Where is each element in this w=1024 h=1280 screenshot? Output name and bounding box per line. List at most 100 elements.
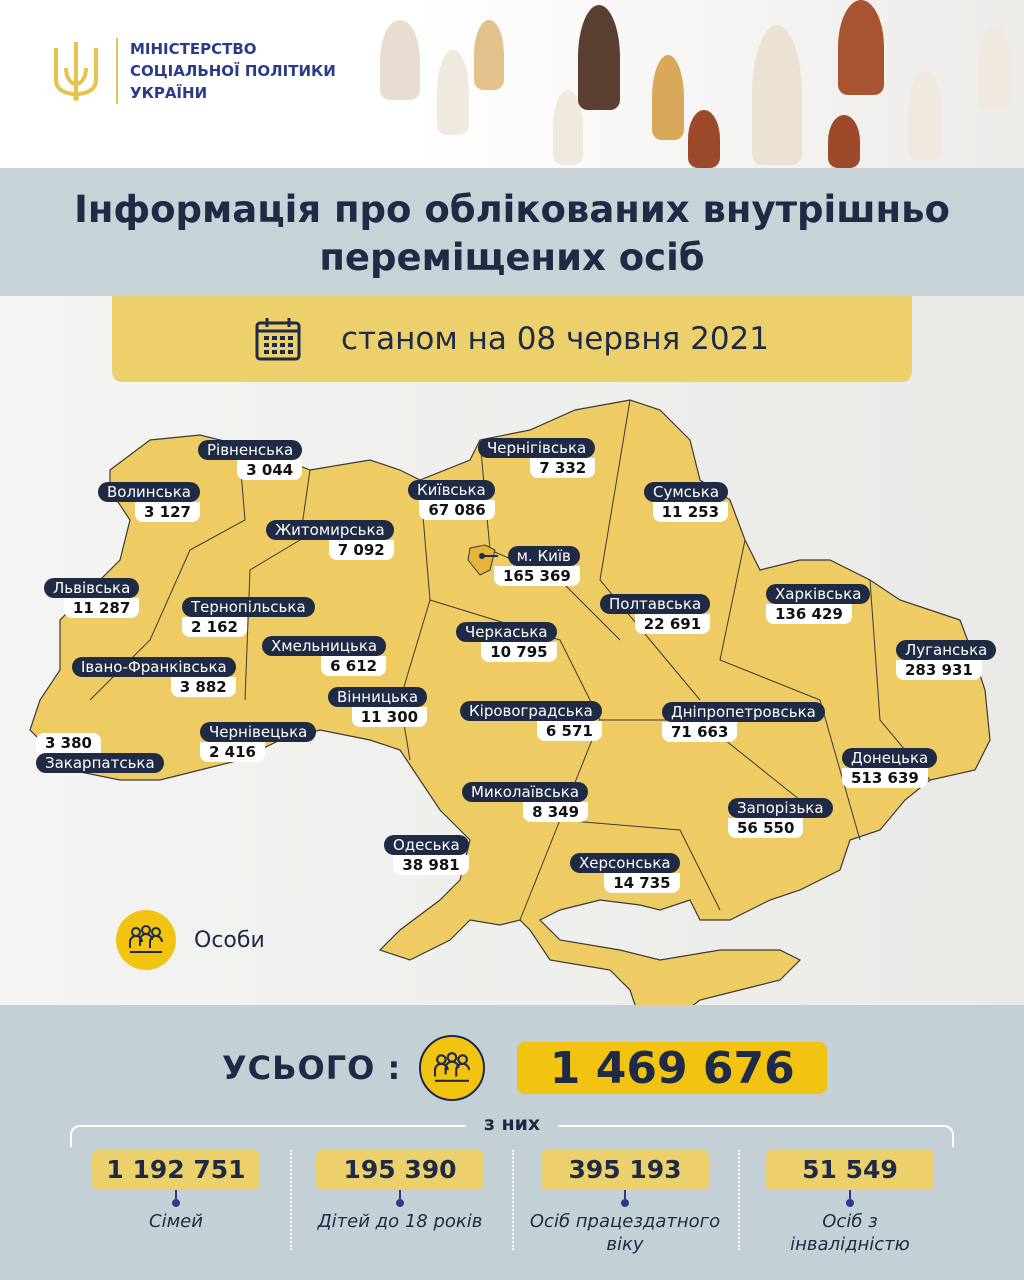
region-name: Черкаська bbox=[456, 622, 557, 642]
total-row: УСЬОГО : 1 469 676 bbox=[222, 1035, 828, 1101]
region-label: м. Київ 165 369 bbox=[494, 546, 580, 586]
region-value: 165 369 bbox=[494, 566, 580, 586]
stat-value: 395 193 bbox=[541, 1150, 709, 1190]
region-label: Вінницька 11 300 bbox=[328, 687, 428, 727]
region-name: Рівненська bbox=[198, 440, 303, 460]
region-value: 6 612 bbox=[321, 656, 387, 676]
region-label: Донецька 513 639 bbox=[842, 748, 938, 788]
region-label: Тернопільська 2 162 bbox=[182, 597, 315, 637]
region-name: Кіровоградська bbox=[460, 701, 602, 721]
region-name: Тернопільська bbox=[182, 597, 315, 617]
region-name: Полтавська bbox=[600, 594, 711, 614]
date-text: станом на 08 червня 2021 bbox=[341, 321, 769, 357]
stat-disability: 51 549 Осіб з інвалідністю bbox=[766, 1150, 934, 1256]
region-label: Луганська 283 931 bbox=[896, 640, 997, 680]
legend-label: Особи bbox=[194, 927, 265, 953]
region-name: Житомирська bbox=[266, 520, 394, 540]
stat-caption: Сімей bbox=[149, 1211, 203, 1232]
region-label: Рівненська 3 044 bbox=[198, 440, 303, 480]
kyiv-city-shape bbox=[467, 544, 496, 576]
region-value: 3 127 bbox=[134, 502, 200, 522]
region-value: 10 795 bbox=[481, 642, 557, 662]
region-label: Івано-Франківська 3 882 bbox=[72, 657, 236, 697]
region-label: Київська 67 086 bbox=[408, 480, 495, 520]
region-name: Херсонська bbox=[570, 853, 680, 873]
region-value: 136 429 bbox=[766, 604, 852, 624]
stat-children: 195 390 Дітей до 18 років bbox=[316, 1150, 484, 1233]
region-value: 67 086 bbox=[419, 500, 495, 520]
stat-caption: Дітей до 18 років bbox=[317, 1211, 483, 1232]
page-title-line2: переміщених осіб bbox=[319, 236, 705, 279]
region-label: Львівська 11 287 bbox=[44, 578, 140, 618]
region-name: Запорізька bbox=[728, 798, 833, 818]
region-name: Волинська bbox=[98, 482, 200, 502]
region-value: 56 550 bbox=[728, 818, 804, 838]
ministry-name-line: УКРАЇНИ bbox=[130, 84, 208, 102]
region-label: Житомирська 7 092 bbox=[266, 520, 394, 560]
total-value: 1 469 676 bbox=[517, 1042, 828, 1094]
header-banner: МІНІСТЕРСТВО СОЦІАЛЬНОЇ ПОЛІТИКИ УКРАЇНИ bbox=[0, 0, 1024, 168]
region-label: Миколаївська 8 349 bbox=[462, 782, 589, 822]
of-them-label: з них bbox=[466, 1113, 558, 1135]
region-name: Чернігівська bbox=[478, 438, 596, 458]
region-value: 283 931 bbox=[896, 660, 982, 680]
region-value: 8 349 bbox=[523, 802, 589, 822]
region-value: 11 253 bbox=[652, 502, 729, 522]
total-label: УСЬОГО : bbox=[222, 1049, 402, 1087]
region-name: Київська bbox=[408, 480, 495, 500]
region-value: 11 287 bbox=[63, 598, 140, 618]
region-value: 71 663 bbox=[662, 722, 738, 742]
calendar-icon bbox=[255, 318, 301, 361]
region-name: Дніпропетровська bbox=[662, 702, 825, 722]
date-band: станом на 08 червня 2021 bbox=[112, 296, 912, 382]
region-name: м. Київ bbox=[507, 546, 580, 566]
ministry-logo: МІНІСТЕРСТВО СОЦІАЛЬНОЇ ПОЛІТИКИ УКРАЇНИ bbox=[50, 38, 336, 104]
region-label: Хмельницька 6 612 bbox=[262, 636, 387, 676]
region-name: Чернівецька bbox=[200, 722, 317, 742]
region-value: 6 571 bbox=[536, 721, 602, 741]
region-label: Чернівецька 2 416 bbox=[200, 722, 317, 762]
people-group-icon bbox=[419, 1035, 486, 1101]
stat-working-age: 395 193 Осіб працездатного віку bbox=[530, 1150, 720, 1256]
region-name: Івано-Франківська bbox=[72, 657, 236, 677]
region-label: Кіровоградська 6 571 bbox=[460, 701, 602, 741]
region-value: 22 691 bbox=[634, 614, 711, 634]
region-label: Харківська 136 429 bbox=[766, 584, 871, 624]
region-name: Сумська bbox=[644, 482, 729, 502]
stat-value: 51 549 bbox=[766, 1150, 934, 1190]
region-label: Волинська 3 127 bbox=[98, 482, 200, 522]
ministry-name-line: МІНІСТЕРСТВО bbox=[130, 40, 257, 58]
region-label: Сумська 11 253 bbox=[644, 482, 729, 522]
trident-icon bbox=[54, 42, 98, 101]
region-value: 7 092 bbox=[328, 540, 394, 560]
region-value: 2 162 bbox=[182, 617, 247, 637]
region-value: 11 300 bbox=[351, 707, 428, 727]
region-label: Херсонська 14 735 bbox=[570, 853, 680, 893]
ministry-name-line: СОЦІАЛЬНОЇ ПОЛІТИКИ bbox=[130, 62, 336, 80]
stat-families: 1 192 751 Сімей bbox=[92, 1150, 260, 1233]
region-label: Одеська 38 981 bbox=[384, 835, 469, 875]
region-name: Хмельницька bbox=[262, 636, 387, 656]
region-value: 3 882 bbox=[170, 677, 236, 697]
region-label: Запорізька 56 550 bbox=[728, 798, 833, 838]
region-label: Полтавська 22 691 bbox=[600, 594, 711, 634]
region-value: 3 380 bbox=[36, 733, 101, 753]
region-name: Харківська bbox=[766, 584, 871, 604]
region-name: Закарпатська bbox=[36, 753, 164, 773]
region-value: 3 044 bbox=[237, 460, 303, 480]
region-name: Львівська bbox=[44, 578, 140, 598]
region-value: 513 639 bbox=[842, 768, 928, 788]
region-value: 2 416 bbox=[200, 742, 265, 762]
region-value: 38 981 bbox=[393, 855, 469, 875]
title-band: Інформація про облікованих внутрішньо пе… bbox=[0, 168, 1024, 296]
region-name: Донецька bbox=[842, 748, 938, 768]
region-label: Черкаська 10 795 bbox=[456, 622, 557, 662]
region-name: Одеська bbox=[384, 835, 469, 855]
stat-caption: Осіб з інвалідністю bbox=[790, 1211, 910, 1255]
region-name: Миколаївська bbox=[462, 782, 589, 802]
stat-value: 1 192 751 bbox=[92, 1150, 260, 1190]
region-label: 3 380 Закарпатська bbox=[36, 733, 164, 773]
people-group-icon bbox=[116, 910, 176, 970]
legend: Особи bbox=[116, 910, 265, 970]
page-title-line1: Інформація про облікованих внутрішньо bbox=[74, 188, 950, 231]
